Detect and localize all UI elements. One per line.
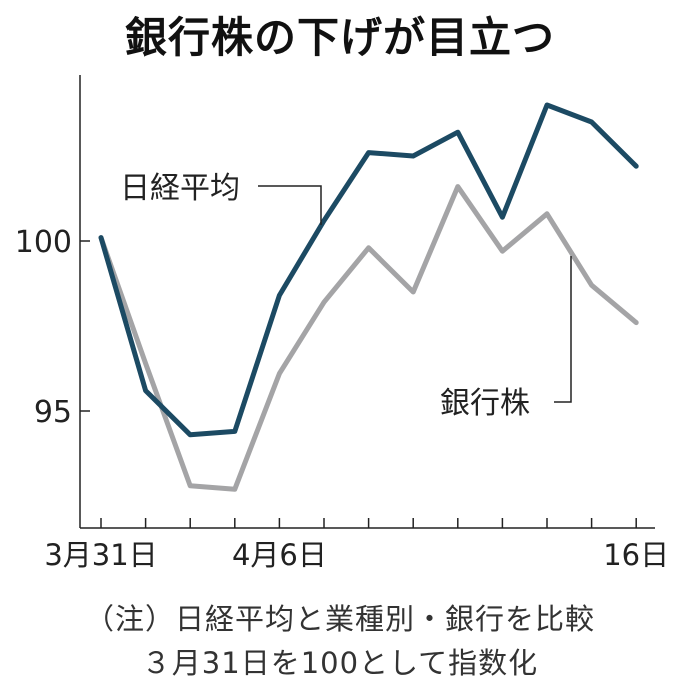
data-point xyxy=(277,372,281,376)
data-point xyxy=(233,429,237,433)
axes xyxy=(79,75,655,529)
y-tick-label: 95 xyxy=(34,395,72,430)
leader-line-nikkei xyxy=(258,185,322,225)
leader-line-bank xyxy=(554,256,572,403)
series-label-nikkei: 日経平均 xyxy=(120,171,240,206)
data-point xyxy=(545,212,549,216)
data-point xyxy=(367,151,371,155)
data-point xyxy=(634,321,638,325)
x-tick-label: 4月6日 xyxy=(232,538,327,572)
data-point xyxy=(367,246,371,250)
axis-ticks: 3月31日 4月6日 16日 95 100 xyxy=(15,225,669,572)
data-point xyxy=(590,120,594,124)
series-layer xyxy=(98,102,639,492)
chart-note-line-2: ３月31日を100として指数化 xyxy=(141,646,539,680)
data-point xyxy=(634,164,638,168)
data-point xyxy=(456,130,460,134)
data-point xyxy=(99,236,103,240)
data-point xyxy=(144,361,148,365)
data-point xyxy=(456,185,460,189)
data-point xyxy=(545,103,549,107)
series-line-0 xyxy=(98,102,639,438)
data-point xyxy=(188,433,192,437)
data-point xyxy=(144,389,148,393)
data-point xyxy=(411,154,415,158)
data-point xyxy=(411,290,415,294)
data-point xyxy=(500,215,504,219)
data-point xyxy=(500,249,504,253)
series-line-1 xyxy=(98,184,639,492)
x-tick-label: 3月31日 xyxy=(44,538,157,572)
data-point xyxy=(322,219,326,223)
data-point xyxy=(277,293,281,297)
chart-title: 銀行株の下げが目立つ xyxy=(124,13,555,62)
data-point xyxy=(590,283,594,287)
data-point xyxy=(233,487,237,491)
chart-note-line-1: （注）日経平均と業種別・銀行を比較 xyxy=(84,602,595,636)
series-label-bank: 銀行株 xyxy=(440,386,530,421)
data-point xyxy=(188,484,192,488)
data-point xyxy=(322,300,326,304)
y-tick-label: 100 xyxy=(15,225,72,260)
x-tick-label: 16日 xyxy=(603,538,669,572)
